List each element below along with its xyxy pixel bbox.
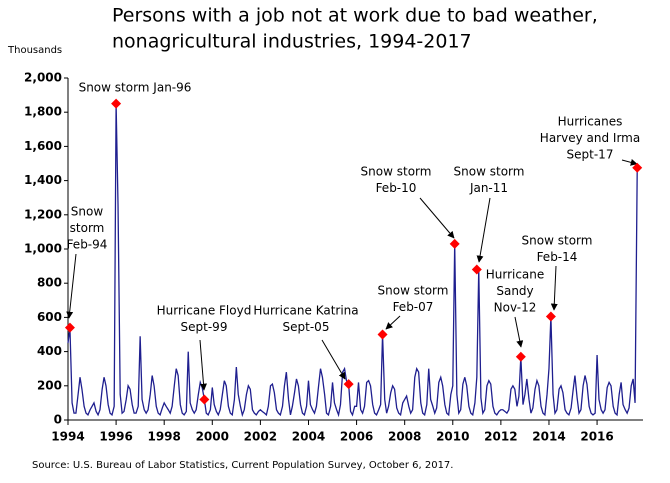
annotation-label: Hurricane Katrina: [253, 304, 358, 318]
event-marker: [111, 98, 122, 109]
annotation-arrow: [385, 315, 401, 330]
annotation-arrow: [199, 339, 207, 391]
x-tick-label: 2014: [532, 430, 565, 444]
x-tick-label: 2012: [484, 430, 517, 444]
y-tick-label: 1,200: [24, 207, 62, 221]
event-marker: [199, 394, 210, 405]
annotation-label: Feb-07: [393, 300, 434, 314]
annotation-arrow: [550, 265, 558, 311]
annotation-label: Nov-12: [494, 301, 537, 315]
event-marker: [64, 322, 75, 333]
annotation-label: Feb-14: [537, 250, 578, 264]
annotation-label: Feb-94: [67, 238, 108, 252]
x-tick-label: 2000: [196, 430, 229, 444]
annotation-label: Hurricane: [486, 268, 545, 282]
annotation-arrow: [476, 197, 491, 263]
x-tick-label: 2016: [580, 430, 613, 444]
chart-title: nonagricultural industries, 1994-2017: [112, 31, 472, 53]
annotation-label: Snow storm: [454, 165, 525, 179]
event-marker: [471, 264, 482, 275]
y-tick-label: 1,800: [24, 105, 62, 119]
chart-title: Persons with a job not at work due to ba…: [112, 5, 598, 27]
annotation-label: Snow storm Jan-96: [79, 81, 192, 95]
annotation-arrow: [621, 158, 638, 166]
annotation-label: Snow storm: [522, 234, 593, 248]
source-note: Source: U.S. Bureau of Labor Statistics,…: [32, 460, 453, 471]
event-marker: [515, 351, 526, 362]
y-tick-label: 0: [54, 413, 62, 427]
y-axis-label: Thousands: [7, 45, 62, 56]
annotation-label: Harvey and Irma: [540, 131, 640, 145]
annotation-label: Sept-05: [283, 320, 330, 334]
x-tick-label: 1996: [99, 430, 132, 444]
annotation-arrow: [419, 197, 455, 239]
y-tick-label: 1,600: [24, 139, 62, 153]
event-marker: [377, 329, 388, 340]
event-marker: [545, 311, 556, 322]
annotation-arrow: [66, 253, 77, 319]
annotation-label: Hurricanes: [558, 115, 623, 129]
annotation-label: storm: [70, 221, 105, 235]
x-tick-label: 2010: [436, 430, 469, 444]
y-tick-label: 1,000: [24, 242, 62, 256]
annotation-label: Snow: [71, 205, 104, 219]
x-tick-label: 2004: [292, 430, 325, 444]
annotation-label: Feb-10: [376, 181, 417, 195]
y-tick-label: 400: [37, 344, 62, 358]
x-tick-label: 2002: [244, 430, 277, 444]
y-tick-label: 800: [37, 276, 62, 290]
y-tick-label: 2,000: [24, 71, 62, 85]
annotation-label: Jan-11: [469, 181, 508, 195]
annotation-label: Sandy: [496, 284, 533, 298]
y-tick-label: 200: [37, 378, 62, 392]
y-tick-label: 1,400: [24, 173, 62, 187]
x-tick-label: 1998: [147, 430, 180, 444]
event-marker: [343, 379, 354, 390]
annotation-arrow: [321, 339, 346, 380]
annotation-label: Hurricane Floyd: [157, 304, 252, 318]
x-tick-label: 2008: [388, 430, 421, 444]
annotation-label: Sept-99: [181, 320, 228, 334]
x-tick-label: 2006: [340, 430, 373, 444]
event-marker: [449, 238, 460, 249]
annotation-label: Snow storm: [361, 165, 432, 179]
annotation-label: Sept-17: [567, 148, 614, 162]
data-line: [67, 103, 638, 418]
annotation-arrow: [514, 316, 524, 348]
event-marker: [632, 162, 643, 173]
y-tick-label: 600: [37, 310, 62, 324]
x-tick-label: 1994: [51, 430, 84, 444]
annotation-label: Snow storm: [378, 284, 449, 298]
